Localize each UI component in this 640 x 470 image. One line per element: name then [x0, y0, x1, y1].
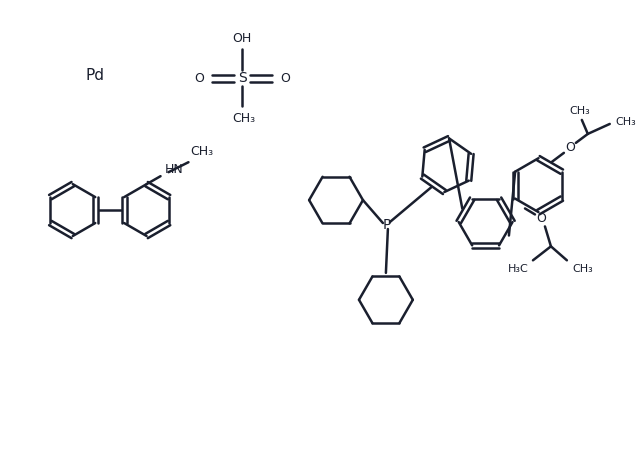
Text: Pd: Pd — [85, 68, 104, 83]
Text: CH₃: CH₃ — [191, 145, 214, 158]
Text: P: P — [383, 218, 391, 232]
Text: S: S — [238, 71, 246, 86]
Text: O: O — [280, 72, 290, 85]
Text: CH₃: CH₃ — [616, 117, 637, 127]
Text: CH₃: CH₃ — [233, 112, 256, 125]
Text: CH₃: CH₃ — [570, 106, 590, 116]
Text: OH: OH — [233, 31, 252, 45]
Text: H₃C: H₃C — [508, 264, 529, 274]
Text: CH₃: CH₃ — [573, 264, 594, 274]
Text: HN: HN — [164, 163, 183, 176]
Text: O: O — [195, 72, 204, 85]
Text: O: O — [565, 141, 575, 154]
Text: O: O — [536, 212, 546, 225]
